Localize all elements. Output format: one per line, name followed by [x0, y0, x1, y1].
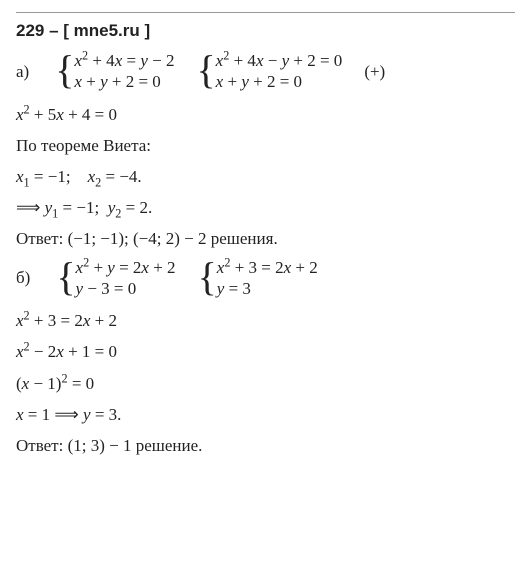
b-line4: x = 1 ⟹ y = 3.: [16, 401, 515, 428]
system-a1: x2 + 4x = y − 2 x + y + 2 = 0: [55, 50, 174, 93]
a-vieta: По теореме Виета:: [16, 132, 515, 159]
eq-a1-2: x + y + 2 = 0: [74, 71, 174, 92]
problem-title: 229 – [ mne5.ru ]: [16, 17, 515, 44]
addition-op: (+): [364, 58, 385, 85]
eq-b1-2: y − 3 = 0: [76, 278, 176, 299]
a-roots-x: x1 = −1; x2 = −4.: [16, 163, 515, 190]
eq-b2-1: x2 + 3 = 2x + 2: [217, 257, 318, 278]
eq-a2-1: x2 + 4x − y + 2 = 0: [216, 50, 343, 71]
b-line2: x2 − 2x + 1 = 0: [16, 338, 515, 365]
eq-a2-2: x + y + 2 = 0: [216, 71, 343, 92]
eq-a1-1: x2 + 4x = y − 2: [74, 50, 174, 71]
eq-b1-1: x2 + y = 2x + 2: [76, 257, 176, 278]
a-line1: x2 + 5x + 4 = 0: [16, 101, 515, 128]
b-line1: x2 + 3 = 2x + 2: [16, 307, 515, 334]
eq-b2-2: y = 3: [217, 278, 318, 299]
part-b-systems: б) x2 + y = 2x + 2 y − 3 = 0 x2 + 3 = 2x…: [16, 257, 515, 300]
part-b-label: б): [16, 264, 30, 291]
a-answer: Ответ: (−1; −1); (−4; 2) − 2 решения.: [16, 225, 515, 252]
top-rule: [16, 12, 515, 13]
b-answer: Ответ: (1; 3) − 1 решение.: [16, 432, 515, 459]
system-a2: x2 + 4x − y + 2 = 0 x + y + 2 = 0: [196, 50, 342, 93]
b-line3: (x − 1)2 = 0: [16, 370, 515, 397]
part-a-label: а): [16, 58, 29, 85]
system-b1: x2 + y = 2x + 2 y − 3 = 0: [56, 257, 175, 300]
system-b2: x2 + 3 = 2x + 2 y = 3: [198, 257, 318, 300]
part-a-systems: а) x2 + 4x = y − 2 x + y + 2 = 0 x2 + 4x…: [16, 50, 515, 93]
a-roots-y: ⟹ y1 = −1; y2 = 2.: [16, 194, 515, 221]
